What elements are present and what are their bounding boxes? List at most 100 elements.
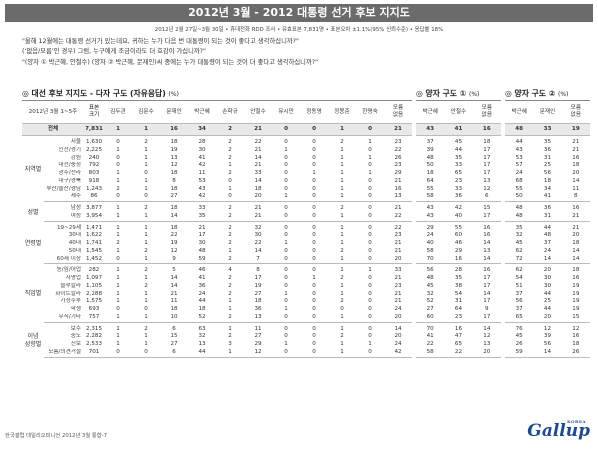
table-cell: 2 xyxy=(228,240,232,246)
table-cell: 54 xyxy=(515,275,523,281)
table-row: 41 47 12 xyxy=(416,333,501,341)
group-label: 이념 성향별 xyxy=(24,333,42,348)
total-row: 43 41 16 xyxy=(416,123,501,136)
table-row: 제주 86 0 0 27 42 0 20 1 0 1 0 13 xyxy=(22,193,413,203)
table-row: 58 29 13 xyxy=(416,248,501,256)
table-cell: 693 xyxy=(88,306,100,312)
table-cell: 0 xyxy=(368,162,372,169)
table-cell: 0 xyxy=(144,170,148,176)
table-row: 중도 2,282 1 1 15 32 2 27 0 0 2 0 20 xyxy=(22,333,412,341)
table-cell: 0 xyxy=(216,193,245,203)
table-cell: 19 xyxy=(572,298,580,305)
table-cell: 1 xyxy=(312,170,316,176)
table-cell: 4 xyxy=(228,267,232,274)
table-cell: 22 xyxy=(426,341,434,347)
table-cell: 19 xyxy=(170,240,178,246)
row-label: 대전/충청 xyxy=(58,162,82,169)
table-row: 52 31 17 xyxy=(416,298,501,306)
table-cell: 50 xyxy=(426,162,434,169)
table-row: 화이트칼라 2,288 1 1 21 24 2 27 1 0 1 0 21 xyxy=(22,291,412,299)
table-cell: 1 xyxy=(272,193,301,203)
table-cell: 30 xyxy=(198,240,206,246)
table-row: 43 36 21 xyxy=(505,147,590,155)
table-cell: 22 xyxy=(394,224,402,231)
table-cell: 1 xyxy=(340,154,344,161)
row-label: 모름/의견거절 xyxy=(44,348,85,358)
table-cell: 52 xyxy=(188,313,217,323)
table-row: 58 22 20 xyxy=(416,348,501,358)
table-cell: 36 xyxy=(198,282,206,289)
table-cell: 0 xyxy=(368,247,372,254)
table-cell: 1 xyxy=(116,247,120,254)
row-label: 무직/기타 xyxy=(44,313,85,323)
table-cell: 54 xyxy=(454,290,463,297)
table-cell: 19 xyxy=(572,290,580,297)
table-row: 26 56 18 xyxy=(505,341,590,349)
row-label: 60세 이상 xyxy=(44,255,85,265)
table-cell: 29 xyxy=(254,341,262,347)
table-cell: 20 xyxy=(384,255,413,265)
table-cell: 20 xyxy=(572,232,580,239)
two2-section-title: ◎ 양자 구도 ② (%) xyxy=(505,88,568,99)
table-cell: 37 xyxy=(515,306,523,312)
table-cell: 2,315 xyxy=(86,325,103,332)
total-cell: 16 xyxy=(472,123,501,136)
main-section-title: ◎ 대선 후보 지지도 - 다자 구도 (자유응답) (%) xyxy=(22,88,179,99)
table-cell: 18 xyxy=(543,177,552,184)
table-cell: 42 xyxy=(188,193,217,203)
table-cell: 20 xyxy=(244,193,273,203)
table-cell: 0 xyxy=(284,139,288,145)
report-title: 2012년 3월 - 2012 대통령 선거 후보 지지도 xyxy=(5,4,593,22)
table-cell: 25 xyxy=(543,162,552,169)
table-cell: 1 xyxy=(340,170,344,176)
total-cell: 0 xyxy=(356,123,385,136)
table-cell: 2 xyxy=(228,333,232,340)
table-cell: 18 xyxy=(483,139,491,145)
table-row: 가정주부 1,575 1 1 11 44 1 18 0 0 2 0 21 xyxy=(22,298,412,306)
table-cell: 6 xyxy=(172,325,176,332)
table-cell: 8 xyxy=(172,177,176,184)
group-label: 직업별 xyxy=(24,290,42,298)
table-cell: 0 xyxy=(284,177,288,184)
table-row: 40대 1,741 2 1 19 30 2 22 1 0 1 0 21 xyxy=(22,240,412,248)
table-cell: 64 xyxy=(454,306,463,312)
row-label: 중도 xyxy=(70,333,82,340)
table-cell: 0 xyxy=(144,306,148,312)
table-row: 연령별 19~29세 1,471 1 1 18 21 2 32 0 0 1 0 22 xyxy=(22,221,412,247)
table-cell: 15 xyxy=(561,313,590,323)
table-cell: 2 xyxy=(228,146,232,153)
table-row: 48 35 17 xyxy=(416,155,501,163)
table-cell: 0 xyxy=(312,185,316,192)
table-cell: 70 xyxy=(416,255,445,265)
table-cell: 1 xyxy=(132,255,161,265)
table-cell: 48 xyxy=(198,247,206,254)
table-cell: 1 xyxy=(328,348,357,358)
table-row: 자영업 1,097 1 1 14 41 2 17 0 1 2 0 21 xyxy=(22,275,412,283)
table-cell: 1 xyxy=(340,325,344,332)
table-cell: 21 xyxy=(254,205,262,211)
table-cell: 1 xyxy=(116,224,120,231)
table-cell: 18 xyxy=(170,306,178,312)
table-cell: 58 xyxy=(416,348,445,358)
table-cell: 0 xyxy=(368,185,372,192)
table-cell: 44 xyxy=(198,298,206,305)
table-cell: 20 xyxy=(394,333,402,340)
table-cell: 20 xyxy=(572,170,580,176)
table-cell: 13 xyxy=(170,154,178,161)
table-cell: 21 xyxy=(198,224,206,231)
table-cell: 1 xyxy=(284,240,288,246)
table-cell: 56 xyxy=(543,341,552,347)
total-label: 전체 xyxy=(22,123,85,136)
table-cell: 58 xyxy=(416,193,445,203)
table-cell: 13 xyxy=(198,341,206,347)
table-cell: 47 xyxy=(454,333,463,340)
table-cell: 0 xyxy=(272,313,301,323)
table-cell: 1,097 xyxy=(86,275,103,281)
table-cell: 17 xyxy=(483,275,491,281)
table-cell: 13 xyxy=(384,193,413,203)
table-cell: 44 xyxy=(454,146,463,153)
table-cell: 1 xyxy=(116,146,120,153)
table-row: 50 41 8 xyxy=(505,193,590,203)
table-row: 대구/경북 918 1 1 8 53 0 14 0 0 1 0 21 xyxy=(22,178,412,186)
table-cell: 1 xyxy=(328,212,357,222)
